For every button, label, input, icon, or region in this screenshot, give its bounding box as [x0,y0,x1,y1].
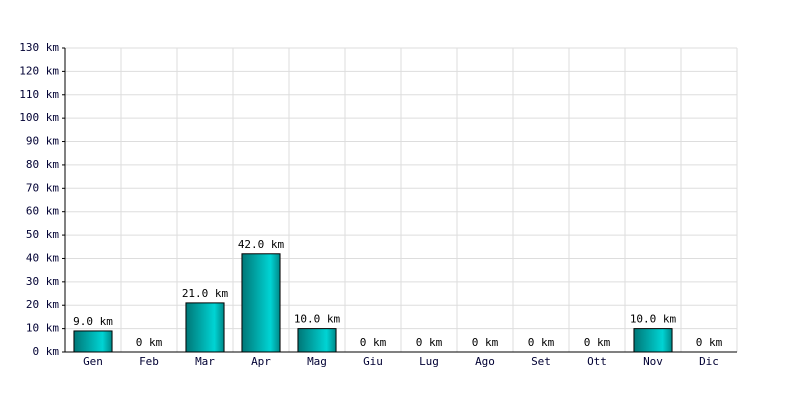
x-tick-label: Lug [419,355,439,368]
y-tick-label: 120 km [19,64,59,77]
x-tick-label: Mar [195,355,215,368]
y-tick-label: 70 km [26,181,59,194]
y-tick-label: 60 km [26,205,59,218]
bar [241,253,281,353]
y-tick-label: 110 km [19,88,59,101]
x-tick-label: Set [531,355,551,368]
value-label: 10.0 km [630,313,677,326]
value-label: 0 km [360,336,387,349]
x-tick-label: Giu [363,355,383,368]
y-tick-label: 30 km [26,275,59,288]
bar [73,330,113,353]
y-tick-label: 20 km [26,298,59,311]
y-tick-label: 0 km [33,345,60,358]
x-tick-label: Ott [587,355,607,368]
x-tick-label: Dic [699,355,719,368]
y-tick-label: 40 km [26,251,59,264]
value-label: 0 km [696,336,723,349]
x-tick-label: Feb [139,355,159,368]
x-tick-label: Ago [475,355,495,368]
x-tick-label: Mag [307,355,327,368]
value-label: 0 km [416,336,443,349]
value-label: 9.0 km [73,315,113,328]
value-label: 10.0 km [294,313,341,326]
value-label: 0 km [472,336,499,349]
bar [297,328,337,353]
value-label: 0 km [584,336,611,349]
value-label: 21.0 km [182,287,229,300]
y-tick-label: 80 km [26,158,59,171]
y-tick-label: 130 km [19,41,59,54]
bar [185,302,225,353]
bar [633,328,673,353]
y-tick-label: 90 km [26,135,59,148]
value-label: 0 km [136,336,163,349]
y-tick-label: 10 km [26,322,59,335]
x-tick-label: Apr [251,355,271,368]
value-label: 0 km [528,336,555,349]
y-tick-label: 100 km [19,111,59,124]
x-tick-label: Gen [83,355,103,368]
y-tick-label: 50 km [26,228,59,241]
value-label: 42.0 km [238,238,285,251]
x-tick-label: Nov [643,355,663,368]
